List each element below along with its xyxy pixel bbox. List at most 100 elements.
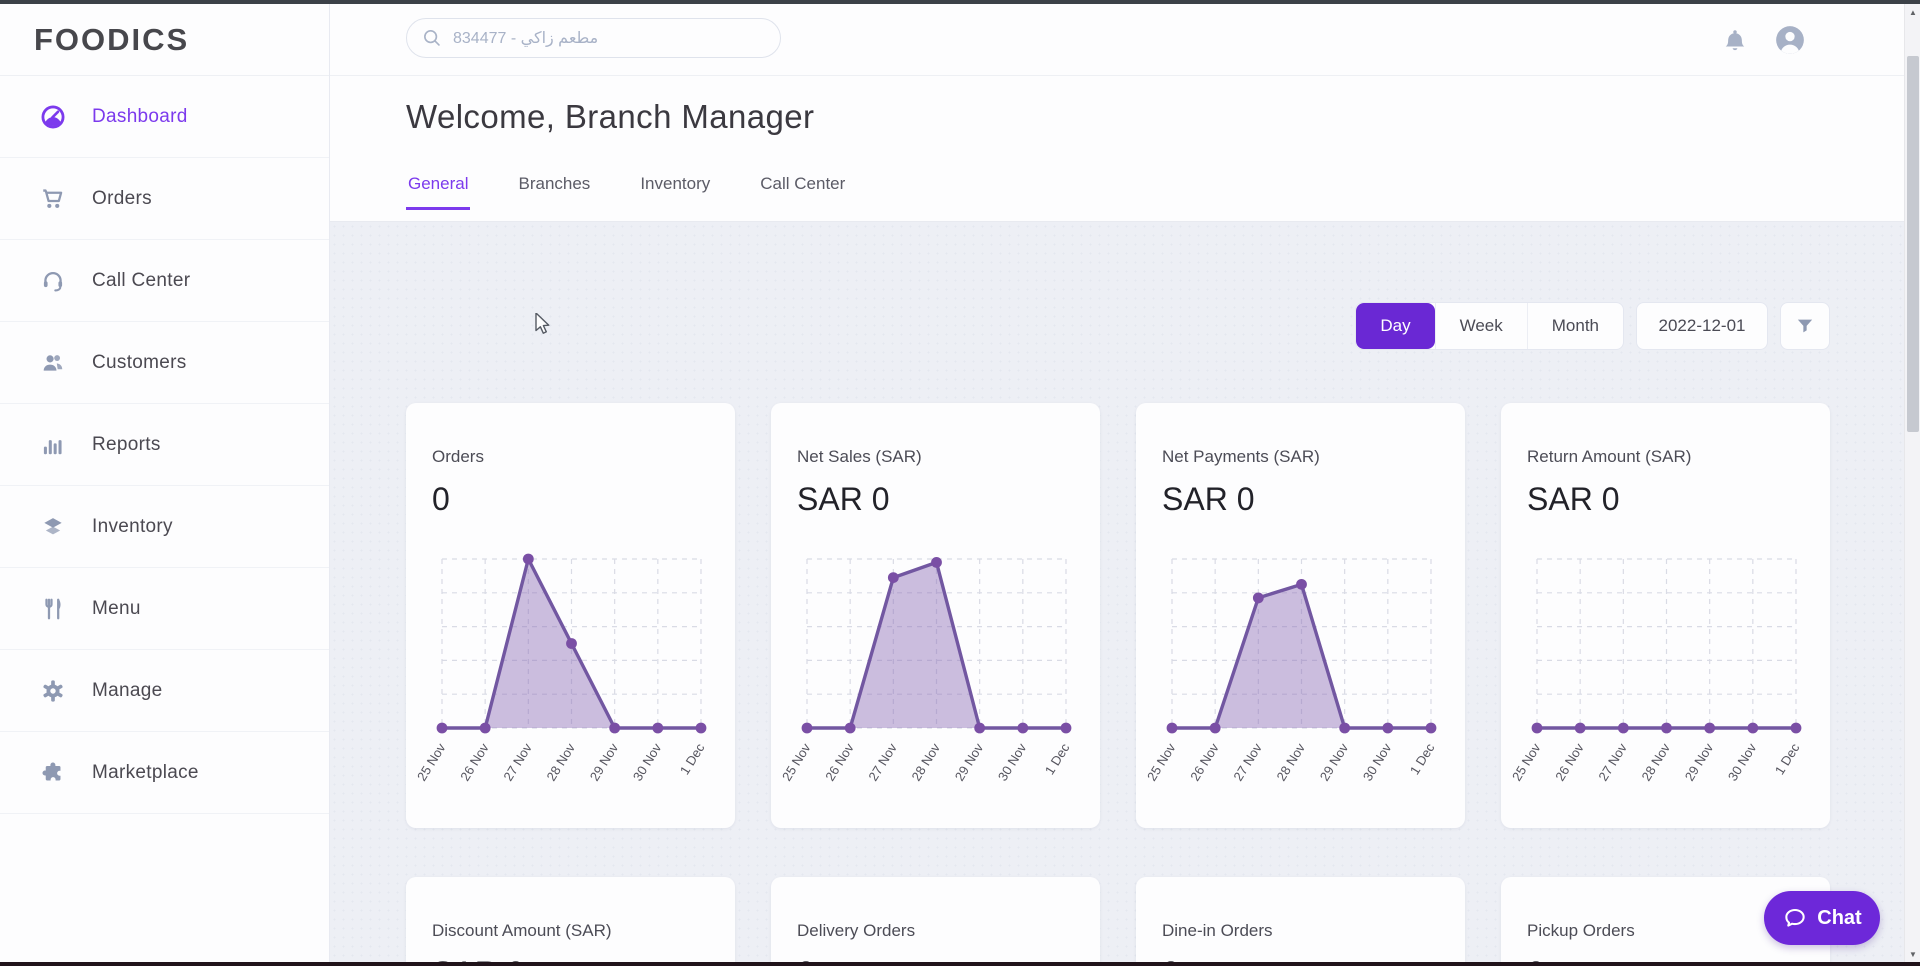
dashboard-gauge-icon: [40, 104, 66, 130]
sidebar-item-call-center[interactable]: Call Center: [0, 240, 329, 322]
sidebar-item-marketplace[interactable]: Marketplace: [0, 732, 329, 814]
svg-text:30 Nov: 30 Nov: [995, 740, 1030, 783]
dashboard-tabs: General Branches Inventory Call Center: [406, 174, 1904, 210]
period-month-button[interactable]: Month: [1526, 303, 1623, 349]
sidebar-item-reports[interactable]: Reports: [0, 404, 329, 486]
net-payments-card: Net Payments (SAR) SAR 0 25 Nov 26 Nov 27 …: [1136, 403, 1465, 828]
svg-text:1 Dec: 1 Dec: [1772, 740, 1803, 777]
vertical-scrollbar[interactable]: ▲ ▼: [1904, 4, 1920, 962]
svg-text:28 Nov: 28 Nov: [908, 740, 943, 783]
page-header: Welcome, Branch Manager General Branches…: [330, 76, 1904, 222]
page-title: Welcome, Branch Manager: [406, 98, 815, 135]
stat-cards-row-2: Discount Amount (SAR) SAR 0 Delivery Ord…: [406, 877, 1830, 966]
bell-icon: [1720, 25, 1750, 55]
card-title: Net Sales (SAR): [797, 447, 922, 466]
filter-button[interactable]: [1780, 302, 1830, 350]
card-title: Return Amount (SAR): [1527, 447, 1692, 466]
scroll-up-arrow-icon[interactable]: ▲: [1909, 7, 1917, 17]
scroll-down-arrow-icon[interactable]: ▼: [1909, 949, 1917, 959]
svg-text:27 Nov: 27 Nov: [1595, 740, 1630, 783]
chat-button-label: Chat: [1817, 906, 1862, 929]
search-icon: [421, 27, 443, 49]
cart-icon: [40, 186, 66, 212]
sidebar: FOODICS Dashboard Orders Call Center Cus…: [0, 4, 330, 966]
bar-chart-icon: [40, 432, 66, 458]
card-value: SAR 0: [797, 481, 890, 517]
sidebar-item-label: Orders: [92, 187, 152, 209]
sidebar-item-orders[interactable]: Orders: [0, 158, 329, 240]
scrollbar-thumb[interactable]: [1907, 56, 1919, 432]
card-title: Orders: [432, 447, 484, 466]
net-sales-card: Net Sales (SAR) SAR 0 25 Nov 26 Nov 27 Nov…: [771, 403, 1100, 828]
svg-text:30 Nov: 30 Nov: [630, 740, 665, 783]
svg-text:25 Nov: 25 Nov: [1509, 740, 1544, 783]
sidebar-item-customers[interactable]: Customers: [0, 322, 329, 404]
tab-call-center[interactable]: Call Center: [760, 174, 846, 193]
window-top-edge: [0, 0, 1920, 4]
card-value: SAR 0: [1527, 481, 1620, 517]
fork-knife-icon: [40, 596, 66, 622]
layers-icon: [40, 514, 66, 540]
period-day-button[interactable]: Day: [1356, 303, 1435, 349]
period-week-button[interactable]: Week: [1434, 303, 1527, 349]
foodics-logo: FOODICS: [0, 4, 329, 76]
main-area: Welcome, Branch Manager General Branches…: [330, 4, 1904, 966]
card-title: Delivery Orders: [797, 921, 916, 940]
period-toggle: Day Week Month: [1355, 302, 1624, 350]
window-bottom-edge: [0, 962, 1920, 966]
orders-card: Orders 0 25 Nov 26 Nov 27 Nov 28 Nov 29 Nov 3…: [406, 403, 735, 828]
svg-text:29 Nov: 29 Nov: [1682, 740, 1717, 783]
svg-text:25 Nov: 25 Nov: [1144, 740, 1179, 783]
discount-amount-card: Discount Amount (SAR) SAR 0: [406, 877, 735, 966]
account-button[interactable]: [1774, 24, 1806, 56]
search-input[interactable]: [453, 29, 753, 47]
tab-general[interactable]: General: [406, 174, 471, 210]
sidebar-item-inventory[interactable]: Inventory: [0, 486, 329, 568]
svg-text:29 Nov: 29 Nov: [587, 740, 622, 783]
net-payments-sparkline-chart: 25 Nov 26 Nov 27 Nov 28 Nov 29 Nov 30 Nov 1 De…: [1136, 553, 1465, 805]
svg-text:27 Nov: 27 Nov: [500, 740, 535, 783]
return-amount-card: Return Amount (SAR) SAR 0 25 Nov 26 Nov 27…: [1501, 403, 1830, 828]
svg-text:27 Nov: 27 Nov: [865, 740, 900, 783]
svg-text:28 Nov: 28 Nov: [1638, 740, 1673, 783]
svg-text:25 Nov: 25 Nov: [414, 740, 449, 783]
sidebar-item-menu[interactable]: Menu: [0, 568, 329, 650]
tab-branches[interactable]: Branches: [518, 174, 591, 193]
card-title: Dine-in Orders: [1162, 921, 1273, 940]
date-picker-button[interactable]: 2022-12-01: [1636, 302, 1768, 350]
sidebar-item-label: Inventory: [92, 515, 173, 537]
filter-controls: Day Week Month 2022-12-01: [406, 302, 1830, 350]
orders-sparkline-chart: 25 Nov 26 Nov 27 Nov 28 Nov 29 Nov 30 Nov 1 De…: [406, 553, 735, 805]
funnel-icon: [1794, 315, 1816, 337]
delivery-orders-card: Delivery Orders 0: [771, 877, 1100, 966]
chat-bubble-icon: [1782, 905, 1808, 931]
user-avatar-icon: [1774, 24, 1806, 56]
card-title: Net Payments (SAR): [1162, 447, 1320, 466]
dashboard-content: Day Week Month 2022-12-01 Orders 0 25 No…: [330, 222, 1904, 966]
puzzle-icon: [40, 760, 66, 786]
sidebar-item-dashboard[interactable]: Dashboard: [0, 76, 329, 158]
sidebar-nav: Dashboard Orders Call Center Customers R…: [0, 76, 329, 814]
gear-icon: [40, 678, 66, 704]
svg-text:1 Dec: 1 Dec: [1042, 740, 1073, 777]
card-value: 0: [1501, 941, 1830, 966]
chat-button[interactable]: Chat: [1764, 891, 1880, 945]
sidebar-item-label: Menu: [92, 597, 141, 619]
people-icon: [40, 350, 66, 376]
topbar: [330, 4, 1904, 76]
sidebar-item-label: Dashboard: [92, 105, 188, 127]
sidebar-item-manage[interactable]: Manage: [0, 650, 329, 732]
card-value: 0: [432, 481, 450, 517]
sidebar-item-label: Reports: [92, 433, 161, 455]
svg-text:26 Nov: 26 Nov: [457, 740, 492, 783]
sidebar-item-label: Manage: [92, 679, 163, 701]
sidebar-item-label: Customers: [92, 351, 187, 373]
stat-cards-row-1: Orders 0 25 Nov 26 Nov 27 Nov 28 Nov 29 Nov 3…: [406, 403, 1830, 828]
notifications-button[interactable]: [1720, 25, 1750, 55]
tab-inventory[interactable]: Inventory: [640, 174, 711, 193]
svg-text:30 Nov: 30 Nov: [1360, 740, 1395, 783]
branch-search[interactable]: [406, 18, 781, 58]
svg-text:29 Nov: 29 Nov: [952, 740, 987, 783]
card-value: SAR 0: [406, 941, 735, 966]
svg-text:25 Nov: 25 Nov: [779, 740, 814, 783]
